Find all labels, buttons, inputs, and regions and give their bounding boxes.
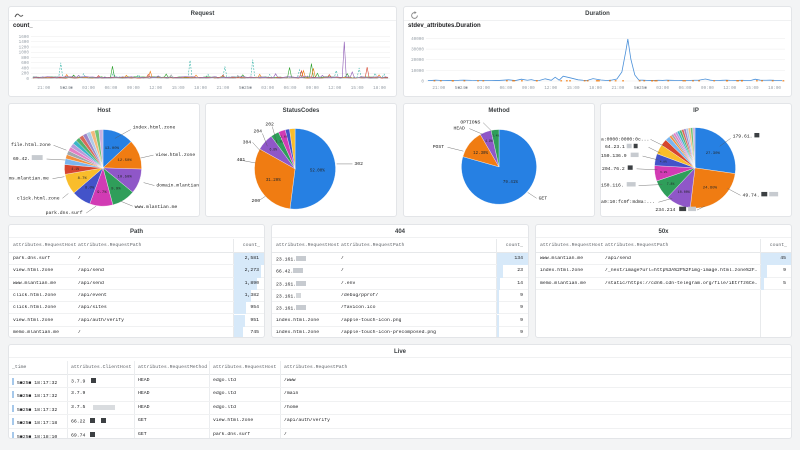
svg-text:49.74.: 49.74. bbox=[743, 192, 760, 198]
svg-text:18:00: 18:00 bbox=[768, 86, 781, 91]
svg-text:18:00: 18:00 bbox=[373, 86, 386, 91]
svg-text:179.61.: 179.61. bbox=[733, 133, 753, 139]
svg-text:15:00: 15:00 bbox=[172, 86, 185, 91]
svg-text:ms.mlantian.me: ms.mlantian.me bbox=[9, 176, 49, 182]
svg-text:5■24■: 5■24■ bbox=[60, 86, 73, 91]
svg-text:202: 202 bbox=[265, 122, 274, 128]
svg-text:52.00%: 52.00% bbox=[310, 170, 325, 174]
svg-text:79.41%: 79.41% bbox=[503, 181, 518, 185]
svg-text:view.html.zone: view.html.zone bbox=[155, 152, 195, 158]
svg-text:304: 304 bbox=[243, 139, 252, 145]
svg-text:21:00: 21:00 bbox=[37, 86, 50, 91]
svg-text:12.30%: 12.30% bbox=[473, 152, 488, 156]
svg-text:03:00: 03:00 bbox=[82, 86, 95, 91]
svg-text:10.50%: 10.50% bbox=[118, 175, 133, 179]
svg-text:12:00: 12:00 bbox=[723, 86, 736, 91]
svg-text:6.8%: 6.8% bbox=[270, 148, 278, 152]
svg-text:OPTIONS: OPTIONS bbox=[460, 120, 480, 126]
svg-text:401: 401 bbox=[237, 157, 246, 163]
svg-text:31.20%: 31.20% bbox=[266, 179, 281, 183]
svg-text:20000: 20000 bbox=[411, 58, 424, 63]
svg-text:0: 0 bbox=[26, 77, 29, 82]
svg-text:18:00: 18:00 bbox=[194, 86, 207, 91]
svg-text:a:0000:0000:0c...: a:0000:0000:0c... bbox=[601, 136, 649, 142]
svg-text:4.9%: 4.9% bbox=[485, 139, 493, 143]
svg-text:GET: GET bbox=[539, 195, 548, 201]
svg-text:8.0%: 8.0% bbox=[85, 187, 95, 191]
svg-text:03:00: 03:00 bbox=[656, 86, 669, 91]
svg-text:400: 400 bbox=[21, 66, 29, 71]
svg-text:0: 0 bbox=[421, 79, 424, 84]
svg-text:9.9%: 9.9% bbox=[111, 187, 121, 191]
svg-text:06:00: 06:00 bbox=[284, 86, 297, 91]
svg-text:204.76.2: 204.76.2 bbox=[602, 166, 625, 172]
svg-text:03:00: 03:00 bbox=[477, 86, 490, 91]
svg-text:12:00: 12:00 bbox=[328, 86, 341, 91]
svg-text:150.136.9: 150.136.9 bbox=[601, 153, 627, 159]
svg-text:15:00: 15:00 bbox=[746, 86, 759, 91]
svg-text:HEAD: HEAD bbox=[453, 126, 465, 132]
svg-text:www.mlantian.me: www.mlantian.me bbox=[135, 204, 178, 210]
svg-text:3.3%: 3.3% bbox=[276, 141, 283, 144]
svg-text:40000: 40000 bbox=[411, 37, 424, 42]
svg-text:18:00: 18:00 bbox=[589, 86, 602, 91]
svg-text:file.html.zone: file.html.zone bbox=[11, 142, 51, 148]
svg-text:09:00: 09:00 bbox=[701, 86, 714, 91]
svg-text:12:00: 12:00 bbox=[544, 86, 557, 91]
svg-text:06:00: 06:00 bbox=[500, 86, 513, 91]
svg-text:234.214: 234.214 bbox=[655, 207, 675, 213]
svg-text:12.50%: 12.50% bbox=[118, 159, 133, 163]
svg-text:1000: 1000 bbox=[19, 51, 30, 56]
svg-text:9.7%: 9.7% bbox=[97, 191, 107, 195]
svg-text:69.42.: 69.42. bbox=[13, 156, 30, 162]
svg-text:8.7%: 8.7% bbox=[78, 177, 88, 181]
svg-text:600: 600 bbox=[21, 61, 29, 66]
svg-text:12:00: 12:00 bbox=[149, 86, 162, 91]
svg-text:24.60%: 24.60% bbox=[703, 186, 718, 190]
svg-text:4.8%: 4.8% bbox=[660, 160, 667, 163]
svg-text:1600: 1600 bbox=[19, 35, 30, 40]
svg-text:5■24■: 5■24■ bbox=[455, 86, 468, 91]
svg-text:03:00: 03:00 bbox=[261, 86, 274, 91]
svg-text:park.dns.surf: park.dns.surf bbox=[46, 210, 83, 216]
svg-text:09:00: 09:00 bbox=[522, 86, 535, 91]
svg-text:3.4%: 3.4% bbox=[492, 134, 499, 137]
svg-text:200: 200 bbox=[252, 198, 261, 204]
svg-text:7.8%: 7.8% bbox=[667, 182, 675, 186]
svg-text:2.8%: 2.8% bbox=[280, 136, 287, 139]
svg-text:1200: 1200 bbox=[19, 45, 30, 50]
svg-text:click.html.zone: click.html.zone bbox=[17, 195, 60, 201]
svg-text:10000: 10000 bbox=[411, 69, 424, 74]
svg-text:06:00: 06:00 bbox=[105, 86, 118, 91]
svg-text:13.00%: 13.00% bbox=[105, 147, 120, 151]
svg-text:800: 800 bbox=[21, 56, 29, 61]
svg-text:21:00: 21:00 bbox=[612, 86, 625, 91]
svg-text:15:00: 15:00 bbox=[567, 86, 580, 91]
svg-text:POST: POST bbox=[433, 144, 445, 150]
svg-text:5■25■: 5■25■ bbox=[634, 86, 647, 91]
svg-text:domain.mlantian: domain.mlantian bbox=[156, 183, 199, 189]
svg-text:06:00: 06:00 bbox=[679, 86, 692, 91]
svg-text:204: 204 bbox=[254, 129, 263, 135]
svg-text:150.116.: 150.116. bbox=[601, 183, 624, 189]
svg-text:a0:10:fc9f:8d8a:...: a0:10:fc9f:8d8a:... bbox=[601, 199, 655, 205]
svg-text:21:00: 21:00 bbox=[432, 86, 445, 91]
svg-text:302: 302 bbox=[354, 161, 363, 167]
svg-text:200: 200 bbox=[21, 72, 29, 77]
svg-text:5■25■: 5■25■ bbox=[239, 86, 252, 91]
svg-text:index.html.zone: index.html.zone bbox=[133, 125, 176, 131]
svg-text:15:00: 15:00 bbox=[351, 86, 364, 91]
svg-text:21:00: 21:00 bbox=[217, 86, 230, 91]
svg-text:1400: 1400 bbox=[19, 40, 30, 45]
svg-text:30000: 30000 bbox=[411, 48, 424, 53]
svg-text:09:00: 09:00 bbox=[127, 86, 140, 91]
svg-text:27.30%: 27.30% bbox=[706, 152, 721, 156]
svg-text:10.00%: 10.00% bbox=[678, 191, 691, 195]
svg-text:64.23.1: 64.23.1 bbox=[605, 144, 625, 150]
svg-text:09:00: 09:00 bbox=[306, 86, 319, 91]
svg-text:4.1%: 4.1% bbox=[71, 167, 79, 171]
svg-text:6.2%: 6.2% bbox=[660, 171, 667, 174]
